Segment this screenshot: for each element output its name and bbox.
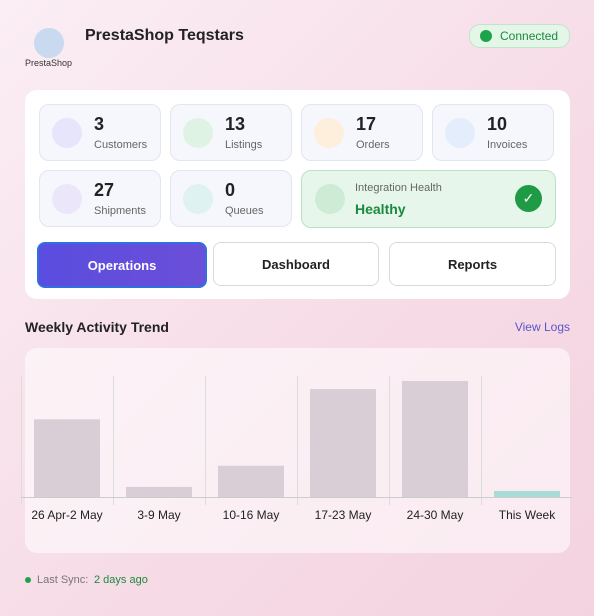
- stat-icon: [52, 184, 82, 214]
- stat-label: Customers: [94, 139, 148, 151]
- logo: [34, 28, 64, 58]
- view-logs-link[interactable]: View Logs: [514, 320, 570, 334]
- stat-value: 17: [356, 114, 377, 134]
- stat-tile: 0 Queues: [170, 170, 292, 227]
- stat-value: 0: [225, 180, 236, 200]
- stat-tile: 10 Invoices: [432, 104, 554, 161]
- stat-label: Shipments: [94, 205, 146, 217]
- bar: [494, 490, 560, 497]
- stat-value: 3: [94, 114, 105, 134]
- stat-tile: 3 Customers: [39, 104, 161, 161]
- stat-icon: [52, 118, 82, 148]
- reports-button[interactable]: Reports: [389, 242, 556, 286]
- status-badge: Connected: [469, 24, 570, 48]
- stat-tile: 27 Shipments: [39, 170, 161, 227]
- x-tick-label: 26 Apr-2 May: [31, 508, 102, 522]
- stat-icon: [183, 118, 213, 148]
- stat-icon: [183, 184, 213, 214]
- stat-tile: 17 Orders: [301, 104, 423, 161]
- stat-value: 13: [225, 114, 246, 134]
- stat-label: Invoices: [487, 139, 528, 151]
- sync-label: Last Sync:: [37, 574, 89, 586]
- stat-label: Queues: [225, 205, 264, 217]
- health-tile: Integration Health Healthy ✓: [301, 170, 556, 228]
- sync-dot: [25, 577, 31, 583]
- chart: 26 Apr-2 May 3-9 May 10-16 May 17-23 May 24-…: [21, 376, 572, 522]
- section-title: Weekly Activity Trend: [25, 319, 169, 335]
- x-tick-label: 3-9 May: [137, 508, 180, 522]
- stat-label: Orders: [356, 139, 390, 151]
- x-tick-label: 17-23 May: [315, 508, 372, 522]
- x-tick-label: This Week: [499, 508, 556, 522]
- bar: [402, 381, 468, 497]
- status-text: Connected: [500, 29, 559, 43]
- bar: [218, 465, 284, 497]
- logo-text: PrestaShop: [25, 58, 73, 68]
- bar: [126, 486, 192, 497]
- bar: [310, 389, 376, 497]
- bar: [34, 419, 100, 497]
- stat-icon: [314, 118, 344, 148]
- stat-tile: 13 Listings: [170, 104, 292, 161]
- sync-value: 2 days ago: [94, 574, 148, 586]
- dashboard-button[interactable]: Dashboard: [213, 242, 379, 286]
- health-label: Integration Health: [355, 182, 442, 194]
- x-tick-label: 10-16 May: [223, 508, 280, 522]
- x-tick-label: 24-30 May: [407, 508, 464, 522]
- stat-value: 27: [94, 180, 115, 200]
- stat-icon: [445, 118, 475, 148]
- stat-label: Listings: [225, 139, 263, 151]
- health-status: Healthy: [355, 201, 406, 217]
- stat-value: 10: [487, 114, 508, 134]
- operations-button[interactable]: Operations: [37, 242, 207, 288]
- title: PrestaShop Teqstars: [85, 27, 244, 44]
